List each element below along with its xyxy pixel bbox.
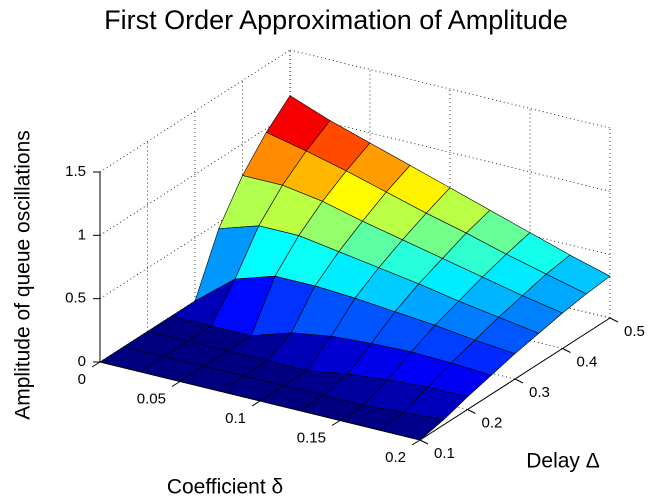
y-tick-label: 0.1 <box>434 445 455 462</box>
y-tick-label: 0.4 <box>577 353 598 370</box>
y-tick <box>562 348 571 353</box>
x-tick <box>91 361 101 368</box>
grid-line <box>99 49 291 173</box>
z-tick-label: 1 <box>78 226 86 243</box>
y-tick-label: 0.2 <box>482 414 503 431</box>
z-axis-label: Amplitude of queue oscillations <box>12 130 35 420</box>
x-tick <box>251 400 261 407</box>
z-tick-label: 1.5 <box>65 163 86 180</box>
grid-line <box>289 112 611 192</box>
y-tick <box>419 439 429 445</box>
y-tick <box>609 317 619 323</box>
x-tick-label: 0.15 <box>297 429 326 446</box>
x-tick <box>171 381 181 387</box>
grid-line <box>289 49 611 129</box>
y-tick-label: 0.3 <box>529 384 550 401</box>
x-tick <box>331 420 341 426</box>
z-tick-label: 0 <box>78 353 86 370</box>
x-tick-label: 0.2 <box>385 449 406 466</box>
grid-line <box>99 112 291 236</box>
axes: 0 0.05 0.1 0.15 0.2 0.1 0.2 0.3 0.4 0.5 0 0.5 1 1.5 <box>65 163 645 466</box>
x-tick-label: 0.05 <box>137 390 166 407</box>
x-axis-label: Coefficient δ <box>167 476 283 499</box>
x-tick-label: 0 <box>78 371 86 388</box>
y-tick <box>467 409 476 414</box>
y-tick <box>514 378 524 384</box>
x-tick-label: 0.1 <box>225 410 246 427</box>
y-axis-label: Delay Δ <box>526 450 600 473</box>
z-tick-label: 0.5 <box>65 290 86 307</box>
chart-title: First Order Approximation of Amplitude <box>104 5 568 35</box>
x-tick <box>411 439 421 446</box>
y-tick-label: 0.5 <box>624 323 645 340</box>
